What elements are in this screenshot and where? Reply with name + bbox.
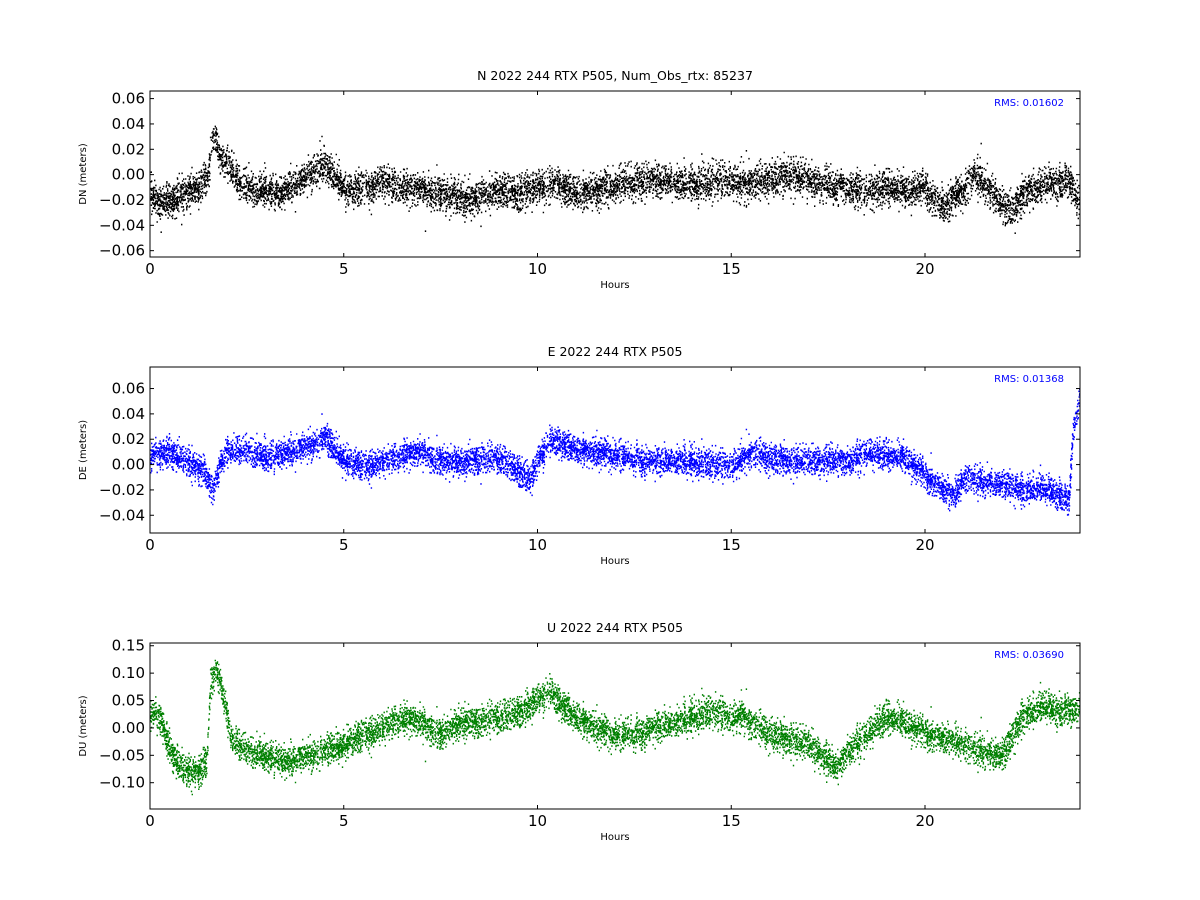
series-points [150,659,1080,796]
y-tick-label: 0.00 [112,166,145,184]
series-points [150,125,1080,234]
y-tick-label: 0.02 [112,430,145,448]
panel-title: E 2022 244 RTX P505 [548,344,683,359]
series-points [150,376,1080,516]
y-tick-label: 0.00 [112,719,145,737]
x-axis-label: Hours [600,832,629,843]
x-tick-label: 20 [915,260,934,278]
rms-annotation: RMS: 0.01602 [994,98,1064,109]
y-tick-label: 0.00 [112,456,145,474]
axes-frame [149,642,1081,810]
rms-annotation: RMS: 0.03690 [994,650,1064,661]
x-tick-label: 20 [915,536,934,554]
y-tick-label: 0.06 [112,380,145,398]
x-tick-label: 15 [722,536,741,554]
y-tick-label: −0.06 [99,242,145,260]
y-tick-label: −0.04 [99,216,145,234]
y-tick-label: 0.06 [112,90,145,108]
panel-title: N 2022 244 RTX P505, Num_Obs_rtx: 85237 [477,68,753,83]
y-tick-label: −0.02 [99,481,145,499]
x-tick-label: 20 [915,812,934,830]
rms-annotation: RMS: 0.01368 [994,374,1064,385]
y-tick-label: 0.04 [112,115,145,133]
y-tick-label: −0.05 [99,746,145,764]
y-tick-label: 0.05 [112,692,145,710]
y-tick-label: 0.02 [112,140,145,158]
x-tick-label: 0 [145,536,155,554]
y-axis-label: DE (meters) [78,420,89,480]
x-tick-label: 5 [339,812,349,830]
panel-east: 0 5 10 15 20 0.06 0.04 0.02 0.00 −0.02 −0.04 E 2022… [78,344,1081,567]
y-axis-label: DU (meters) [78,695,89,756]
y-tick-label: −0.02 [99,191,145,209]
x-tick-label: 0 [145,812,155,830]
series-scatter [150,125,1080,234]
y-tick-label: −0.04 [99,506,145,524]
y-tick-label: 0.10 [112,664,145,682]
x-tick-label: 0 [145,260,155,278]
x-axis-label: Hours [600,556,629,567]
x-tick-label: 10 [528,812,547,830]
axes-frame [149,90,1081,258]
axes-frame [149,366,1081,534]
x-tick-label: 15 [722,812,741,830]
y-tick-label: −0.10 [99,774,145,792]
panel-up: 0 5 10 15 20 0.15 0.10 0.05 0.00 −0.05 −0.10 U 2022… [78,620,1081,843]
x-tick-label: 5 [339,536,349,554]
x-tick-label: 15 [722,260,741,278]
x-tick-label: 10 [528,536,547,554]
x-axis-label: Hours [600,280,629,291]
y-tick-label: 0.15 [112,637,145,655]
panel-title: U 2022 244 RTX P505 [547,620,683,635]
series-scatter [150,376,1080,516]
y-tick-label: 0.04 [112,405,145,423]
series-scatter [150,659,1080,796]
panel-north: 0 5 10 15 20 0.06 0.04 0.02 0.00 −0.02 −0.04 −0.06 N… [78,68,1081,291]
y-axis-label: DN (meters) [78,143,89,205]
x-tick-label: 10 [528,260,547,278]
x-tick-label: 5 [339,260,349,278]
